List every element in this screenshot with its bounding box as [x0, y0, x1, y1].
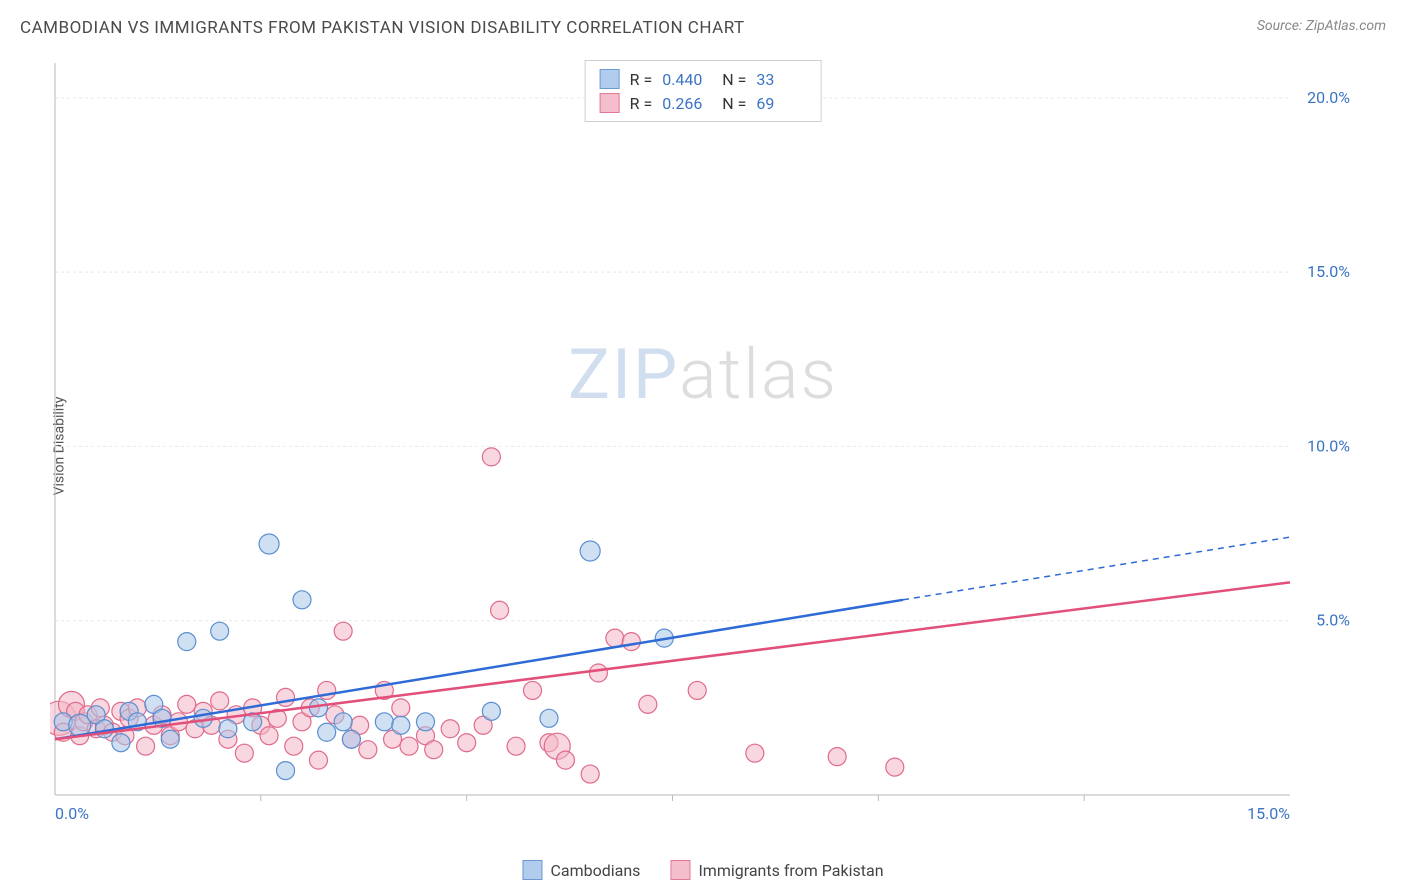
chart-header: CAMBODIAN VS IMMIGRANTS FROM PAKISTAN VI… [0, 0, 1406, 46]
source-attribution: Source: ZipAtlas.com [1257, 18, 1386, 34]
svg-text:15.0%: 15.0% [1247, 804, 1290, 823]
r-label: R = [630, 94, 653, 113]
stats-legend-box: R = 0.440 N = 33 R = 0.266 N = 69 [585, 60, 822, 122]
n-label: N = [722, 94, 746, 113]
swatch-series-b [600, 93, 620, 113]
n-value-a: 33 [756, 70, 806, 89]
svg-text:20.0%: 20.0% [1307, 88, 1350, 107]
chart-title: CAMBODIAN VS IMMIGRANTS FROM PAKISTAN VI… [20, 18, 745, 38]
legend-item-a: Cambodians [522, 860, 640, 880]
legend-label-a: Cambodians [550, 861, 640, 880]
r-value-b: 0.266 [662, 94, 712, 113]
legend-item-b: Immigrants from Pakistan [670, 860, 883, 880]
legend-swatch-b [670, 860, 690, 880]
legend-label-b: Immigrants from Pakistan [698, 861, 883, 880]
svg-text:0.0%: 0.0% [55, 804, 89, 823]
n-value-b: 69 [756, 94, 806, 113]
stats-row-series-b: R = 0.266 N = 69 [600, 91, 807, 115]
svg-text:5.0%: 5.0% [1316, 611, 1350, 630]
legend-swatch-a [522, 860, 542, 880]
svg-text:15.0%: 15.0% [1307, 262, 1350, 281]
n-label: N = [722, 70, 746, 89]
stats-row-series-a: R = 0.440 N = 33 [600, 67, 807, 91]
swatch-series-a [600, 69, 620, 89]
r-value-a: 0.440 [662, 70, 712, 89]
bottom-legend: Cambodians Immigrants from Pakistan [522, 860, 883, 880]
source-name: ZipAtlas.com [1306, 18, 1386, 34]
scatter-plot: 5.0% 10.0% 15.0% 20.0% 0.0% 15.0% [50, 55, 1360, 835]
svg-text:10.0%: 10.0% [1307, 436, 1350, 455]
source-prefix: Source: [1257, 18, 1306, 34]
r-label: R = [630, 70, 653, 89]
chart-area: 5.0% 10.0% 15.0% 20.0% 0.0% 15.0% [50, 55, 1360, 835]
